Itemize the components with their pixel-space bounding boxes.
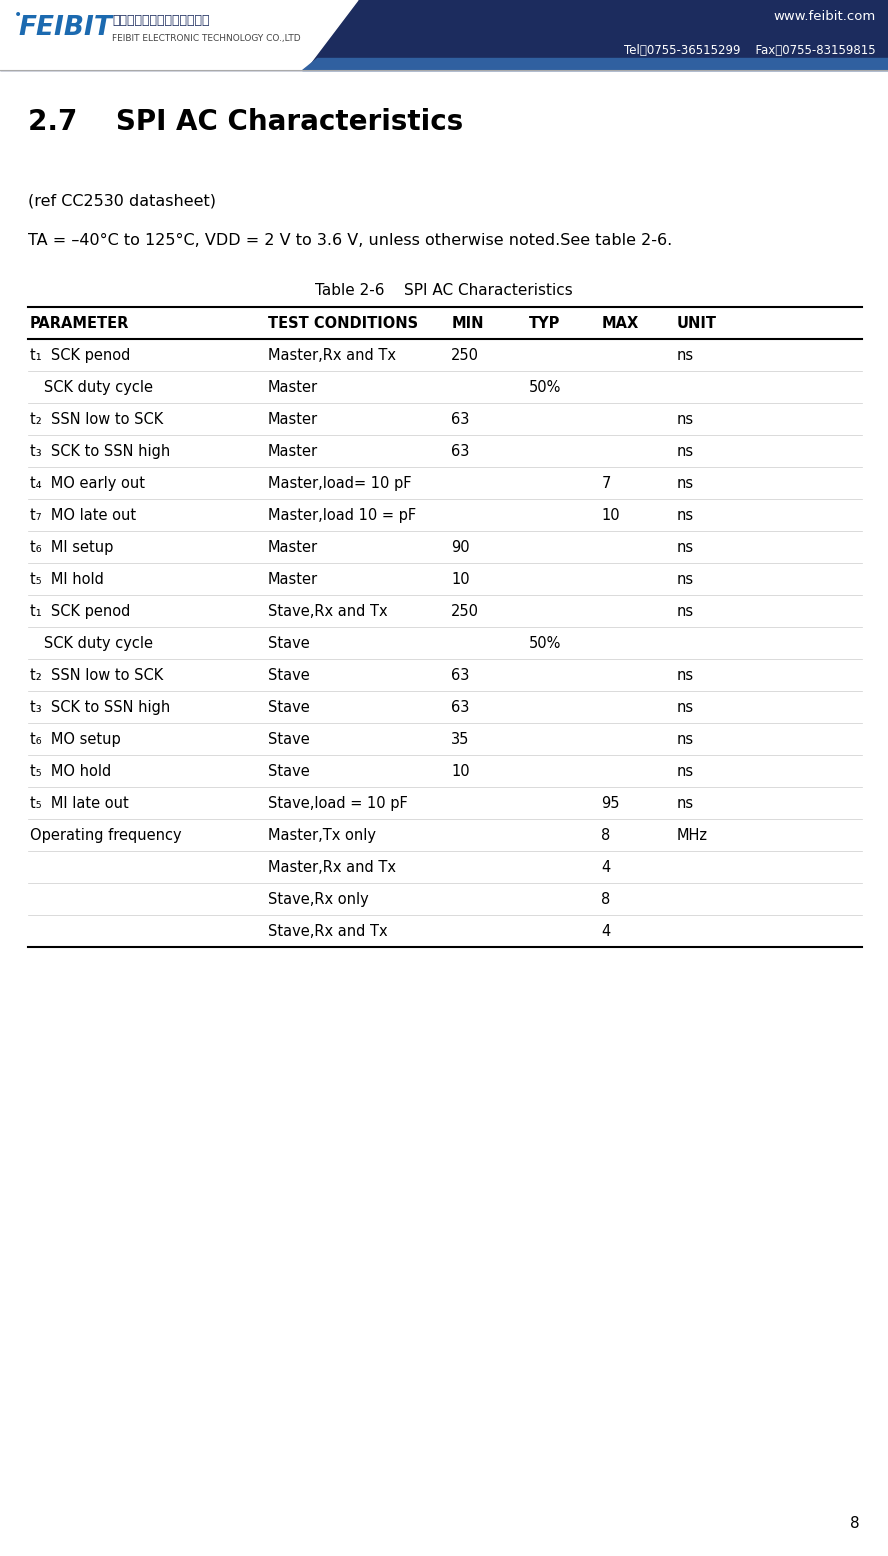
Text: Master: Master <box>267 443 318 459</box>
Text: 10: 10 <box>451 764 470 778</box>
Text: PARAMETER: PARAMETER <box>30 316 130 330</box>
Text: Stave: Stave <box>267 731 309 747</box>
Text: Master: Master <box>267 540 318 554</box>
Text: 10: 10 <box>451 571 470 587</box>
Text: ns: ns <box>677 571 694 587</box>
Text: 250: 250 <box>451 604 480 618</box>
Text: 50%: 50% <box>528 380 561 395</box>
Text: ns: ns <box>677 604 694 618</box>
Text: SCK duty cycle: SCK duty cycle <box>30 635 153 650</box>
Text: ns: ns <box>677 507 694 523</box>
Text: TA = –40°C to 125°C, VDD = 2 V to 3.6 V, unless otherwise noted.See table 2-6.: TA = –40°C to 125°C, VDD = 2 V to 3.6 V,… <box>28 233 672 247</box>
Text: t₃  SCK to SSN high: t₃ SCK to SSN high <box>30 700 170 714</box>
Text: Stave: Stave <box>267 635 309 650</box>
Text: Table 2-6    SPI AC Characteristics: Table 2-6 SPI AC Characteristics <box>315 283 573 299</box>
Text: TYP: TYP <box>528 316 560 330</box>
Text: UNIT: UNIT <box>677 316 717 330</box>
Text: MHz: MHz <box>677 828 708 842</box>
Text: Master,load= 10 pF: Master,load= 10 pF <box>267 476 411 490</box>
Text: 8: 8 <box>851 1516 860 1531</box>
Text: Stave: Stave <box>267 700 309 714</box>
Text: Master,Tx only: Master,Tx only <box>267 828 376 842</box>
Text: t₅  MO hold: t₅ MO hold <box>30 764 111 778</box>
Text: 63: 63 <box>451 668 470 683</box>
Text: ns: ns <box>677 668 694 683</box>
Text: t₁  SCK penod: t₁ SCK penod <box>30 604 131 618</box>
Text: 95: 95 <box>601 795 620 811</box>
Text: 4: 4 <box>601 924 611 938</box>
Text: 90: 90 <box>451 540 470 554</box>
Text: Master,Rx and Tx: Master,Rx and Tx <box>267 347 396 363</box>
Text: Master: Master <box>267 571 318 587</box>
Text: Master: Master <box>267 411 318 426</box>
Text: 2.7    SPI AC Characteristics: 2.7 SPI AC Characteristics <box>28 107 464 135</box>
Text: Master,load 10 = pF: Master,load 10 = pF <box>267 507 416 523</box>
Text: •: • <box>14 8 22 22</box>
Text: ns: ns <box>677 476 694 490</box>
Text: 63: 63 <box>451 700 470 714</box>
Text: t₁  SCK penod: t₁ SCK penod <box>30 347 131 363</box>
Text: MAX: MAX <box>601 316 638 330</box>
Text: Stave,Rx and Tx: Stave,Rx and Tx <box>267 604 387 618</box>
Text: 50%: 50% <box>528 635 561 650</box>
Text: Stave: Stave <box>267 764 309 778</box>
Text: t₆  MO setup: t₆ MO setup <box>30 731 121 747</box>
Text: t₃  SCK to SSN high: t₃ SCK to SSN high <box>30 443 170 459</box>
Text: Master: Master <box>267 380 318 395</box>
Text: 8: 8 <box>601 828 611 842</box>
Text: FEIBIT: FEIBIT <box>18 16 112 40</box>
Text: (ref CC2530 datasheet): (ref CC2530 datasheet) <box>28 193 216 209</box>
Text: ns: ns <box>677 347 694 363</box>
Text: Tel：0755-36515299    Fax：0755-83159815: Tel：0755-36515299 Fax：0755-83159815 <box>624 44 876 56</box>
Text: 深圳市飞比电子科技有限公司: 深圳市飞比电子科技有限公司 <box>112 14 210 26</box>
Text: www.feibit.com: www.feibit.com <box>773 9 876 22</box>
Text: ns: ns <box>677 540 694 554</box>
Text: 250: 250 <box>451 347 480 363</box>
Text: 4: 4 <box>601 859 611 874</box>
Text: Master,Rx and Tx: Master,Rx and Tx <box>267 859 396 874</box>
Text: t₆  MI setup: t₆ MI setup <box>30 540 114 554</box>
Text: SCK duty cycle: SCK duty cycle <box>30 380 153 395</box>
Text: 63: 63 <box>451 411 470 426</box>
Text: Stave,Rx and Tx: Stave,Rx and Tx <box>267 924 387 938</box>
Text: 8: 8 <box>601 892 611 907</box>
Polygon shape <box>0 0 888 70</box>
Text: ns: ns <box>677 731 694 747</box>
Text: FEIBIT ELECTRONIC TECHNOLOGY CO.,LTD: FEIBIT ELECTRONIC TECHNOLOGY CO.,LTD <box>112 34 301 42</box>
Text: ns: ns <box>677 764 694 778</box>
Text: t₇  MO late out: t₇ MO late out <box>30 507 136 523</box>
Text: 35: 35 <box>451 731 470 747</box>
Text: t₄  MO early out: t₄ MO early out <box>30 476 145 490</box>
Text: ns: ns <box>677 795 694 811</box>
Text: ns: ns <box>677 700 694 714</box>
Text: t₅  MI late out: t₅ MI late out <box>30 795 129 811</box>
Text: Stave: Stave <box>267 668 309 683</box>
Text: MIN: MIN <box>451 316 484 330</box>
Text: 63: 63 <box>451 443 470 459</box>
Text: ns: ns <box>677 443 694 459</box>
Text: 10: 10 <box>601 507 620 523</box>
Polygon shape <box>0 0 358 70</box>
Text: Operating frequency: Operating frequency <box>30 828 182 842</box>
Text: t₂  SSN low to SCK: t₂ SSN low to SCK <box>30 668 163 683</box>
Text: t₂  SSN low to SCK: t₂ SSN low to SCK <box>30 411 163 426</box>
Text: 7: 7 <box>601 476 611 490</box>
Text: TEST CONDITIONS: TEST CONDITIONS <box>267 316 418 330</box>
Text: Stave,Rx only: Stave,Rx only <box>267 892 369 907</box>
Text: ns: ns <box>677 411 694 426</box>
Text: Stave,load = 10 pF: Stave,load = 10 pF <box>267 795 408 811</box>
Text: t₅  MI hold: t₅ MI hold <box>30 571 104 587</box>
Polygon shape <box>302 58 888 70</box>
